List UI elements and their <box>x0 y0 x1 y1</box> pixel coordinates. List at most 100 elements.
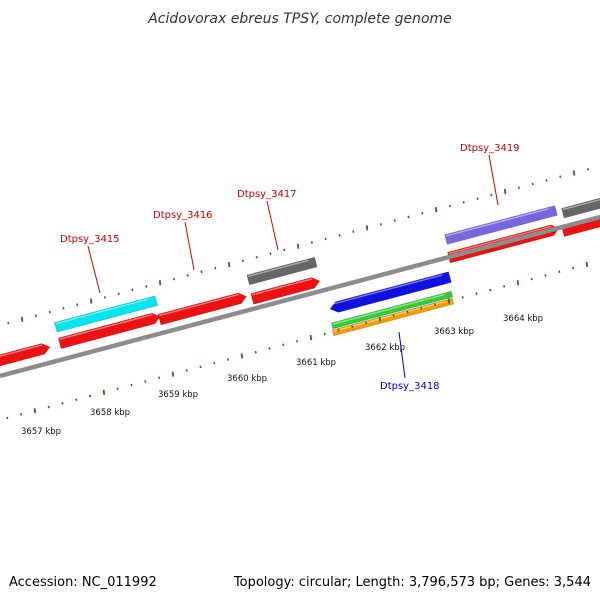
outer-row-tick <box>20 316 24 322</box>
feature-green-dtpsy-3418-shape <box>330 290 454 330</box>
gene-blue-dtpsy-3418-highlight <box>329 274 443 306</box>
inner-row-tick <box>227 358 230 361</box>
outer-row-tick <box>214 266 217 270</box>
gene-labels: Dtpsy_3415 Dtpsy_3416 Dtpsy_3417 Dtpsy_3… <box>60 143 520 392</box>
outer-row-tick <box>545 179 548 182</box>
inner-row-tick <box>461 296 464 299</box>
outer-row-tick <box>462 201 465 204</box>
inner-row-tick <box>392 314 395 317</box>
gene-red-dtpsy-3417 <box>250 277 321 305</box>
leader-line-dtpsy-3416 <box>184 221 195 271</box>
gene-red-dtpsy-3416-highlight <box>159 293 239 317</box>
inner-row-tick <box>20 413 23 416</box>
gene-blue-dtpsy-3418 <box>329 271 452 313</box>
gene-red-dtpsy-3417-shape <box>250 277 321 305</box>
gene-label-dtpsy-3418[interactable]: Dtpsy_3418 <box>380 381 440 392</box>
outer-row-tick <box>172 277 175 281</box>
outer-row-tick <box>103 296 106 299</box>
feature-orange-dtpsy-3418-shape <box>331 297 455 337</box>
gene-red-dtpsy-3415-shape <box>57 312 161 350</box>
gene-red-dtpsy-3416-shape <box>157 292 247 326</box>
feature-cyan-dtpsy-3415 <box>54 295 158 333</box>
feature-gray-dtpsy-3417-highlight <box>248 259 309 278</box>
outer-row-tick <box>338 233 341 237</box>
inner-row-tick <box>240 353 244 359</box>
gene-red-dtpsy-3419-highlight <box>448 225 552 255</box>
inner-row-tick <box>75 398 78 402</box>
inner-row-tick <box>130 383 133 387</box>
inner-row-tick <box>61 402 64 405</box>
inner-row-tick <box>171 371 175 377</box>
outer-row-tick <box>89 298 93 304</box>
outer-row-tick <box>62 307 65 310</box>
feature-gray-edge-highlight <box>562 198 600 211</box>
gene-red-1-shape <box>0 343 51 369</box>
outer-row-tick <box>586 168 589 171</box>
inner-row-tick <box>489 288 492 292</box>
gene-label-dtpsy-3419[interactable]: Dtpsy_3419 <box>460 143 520 154</box>
gene-red-1-highlight <box>0 344 43 360</box>
gene-red-dtpsy-3415-highlight <box>59 313 153 340</box>
outer-row-tick <box>352 230 355 233</box>
outer-row-tick <box>559 175 562 179</box>
inner-row-tick <box>268 347 271 350</box>
gene-label-dtpsy-3415[interactable]: Dtpsy_3415 <box>60 234 120 245</box>
feature-purple-dtpsy-3419-highlight <box>445 208 549 237</box>
outer-row-tick <box>158 280 162 286</box>
outer-tick-row <box>7 168 589 325</box>
gene-label-dtpsy-3416[interactable]: Dtpsy_3416 <box>153 210 213 221</box>
inner-row-tick <box>378 316 382 322</box>
outer-row-tick <box>186 274 189 277</box>
genome-backbone <box>0 214 600 379</box>
inner-row-tick <box>89 394 92 398</box>
outer-row-tick <box>503 188 507 194</box>
outer-row-tick <box>283 248 286 252</box>
feature-gray-dtpsy-3417 <box>246 256 318 286</box>
inner-row-tick <box>323 332 326 336</box>
outer-row-tick <box>531 182 534 186</box>
outer-row-tick <box>379 222 382 226</box>
inner-row-tick <box>337 328 340 332</box>
inner-row-tick <box>199 365 202 369</box>
ruler-label-3658: 3658 kbp <box>90 408 130 418</box>
ruler-label-3662: 3662 kbp <box>365 343 405 353</box>
outer-row-tick <box>200 270 203 274</box>
leader-line-dtpsy-3419 <box>488 154 499 206</box>
outer-row-tick <box>241 259 244 263</box>
map-title: Acidovorax ebreus TPSY, complete genome <box>147 11 452 27</box>
ruler-label-3659: 3659 kbp <box>158 390 198 400</box>
inner-row-tick <box>420 306 423 310</box>
outer-row-tick <box>310 241 313 244</box>
inner-row-tick <box>406 310 409 314</box>
outer-row-tick <box>76 303 79 307</box>
genome-summary-text: Topology: circular; Length: 3,796,573 bp… <box>233 575 591 590</box>
outer-row-tick <box>393 219 396 222</box>
inner-row-tick <box>351 325 354 328</box>
outer-row-tick <box>421 211 424 215</box>
feature-gray-dtpsy-3417-shape <box>246 256 318 286</box>
outer-row-tick <box>269 252 272 255</box>
outer-row-tick <box>572 170 576 176</box>
feature-purple-dtpsy-3419 <box>444 205 558 245</box>
gene-red-dtpsy-3417-highlight <box>251 278 313 296</box>
outer-row-tick <box>145 285 148 288</box>
outer-row-tick <box>117 292 120 296</box>
gene-red-1 <box>0 343 51 369</box>
feature-purple-dtpsy-3419-shape <box>444 205 558 245</box>
inner-row-tick <box>158 376 161 380</box>
leader-line-dtpsy-3415 <box>87 245 101 294</box>
inner-row-tick <box>585 261 589 268</box>
inner-tick-row <box>6 261 589 420</box>
inner-row-tick <box>213 361 216 365</box>
ruler-labels: 3657 kbp 3658 kbp 3659 kbp 3660 kbp 3661… <box>21 314 543 437</box>
outer-row-tick <box>34 314 37 317</box>
feature-gray-edge-shape <box>561 195 600 219</box>
inner-row-tick <box>144 380 147 383</box>
ruler-label-3661: 3661 kbp <box>296 358 336 368</box>
outer-row-tick <box>448 204 451 208</box>
gene-red-dtpsy-3415 <box>57 312 161 350</box>
ruler-label-3664: 3664 kbp <box>503 314 543 324</box>
inner-row-tick <box>296 339 299 343</box>
feature-green-dtpsy-3418 <box>330 290 454 330</box>
gene-label-dtpsy-3417[interactable]: Dtpsy_3417 <box>237 189 297 200</box>
